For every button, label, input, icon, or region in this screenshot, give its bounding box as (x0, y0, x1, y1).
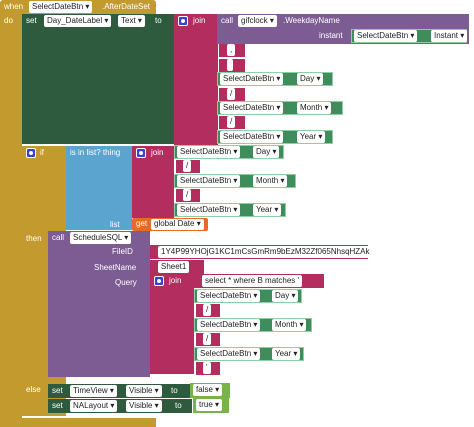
query-month-getter-property[interactable]: Month (272, 319, 307, 331)
instant-property-dropdown[interactable]: Instant (431, 30, 468, 42)
query-year-getter-component[interactable]: SelectDateBtn (197, 348, 261, 360)
query-text-value[interactable]: select * where B matches ' (202, 275, 303, 287)
if-year-getter-property[interactable]: Year (253, 204, 282, 216)
weekday-method-label: .WeekdayName (283, 16, 340, 25)
if-year-getter-component[interactable]: SelectDateBtn (177, 204, 241, 216)
day-getter-property[interactable]: Day (297, 73, 324, 85)
is-in-list-block[interactable] (66, 146, 132, 230)
nalayout-to-label: to (175, 401, 182, 410)
month-getter-property[interactable]: Month (297, 102, 332, 114)
instant-label: instant (319, 31, 343, 40)
query-text-slash-value-2[interactable]: / (203, 333, 212, 345)
event-component-dropdown[interactable]: SelectDateBtn (29, 1, 93, 13)
if-month-getter-property[interactable]: Month (253, 175, 288, 187)
text-space-value[interactable] (227, 59, 233, 71)
join-list-label: join (151, 148, 164, 157)
query-join-label: join (169, 276, 182, 285)
when-label: when (4, 2, 24, 11)
query-join-block[interactable] (150, 274, 194, 374)
nalayout-property-dropdown[interactable]: Visible (126, 400, 162, 412)
join-gear-icon[interactable] (178, 16, 188, 26)
call-sql-label: call (52, 233, 65, 242)
query-day-getter-component[interactable]: SelectDateBtn (197, 290, 261, 302)
join-block-list-thing[interactable] (132, 146, 174, 218)
year-getter-component[interactable]: SelectDateBtn (220, 131, 284, 143)
set-timeview-label: set (52, 386, 63, 395)
else-label: else (26, 385, 41, 394)
sheetname-text-value[interactable]: Sheet1 (158, 261, 190, 273)
nalayout-component-dropdown[interactable]: NALayout (70, 400, 118, 412)
if-text-slash-value-2[interactable]: / (183, 189, 192, 201)
timeview-component-dropdown[interactable]: TimeView (70, 385, 117, 397)
set-component-dropdown[interactable]: Day_DateLabel (44, 15, 112, 27)
query-join-gear-icon[interactable] (154, 276, 164, 286)
set-day-datelabel-block[interactable] (22, 14, 174, 144)
false-value-dropdown[interactable]: false (193, 384, 223, 396)
event-block-left-bar (0, 14, 22, 420)
if-month-getter-component[interactable]: SelectDateBtn (177, 175, 241, 187)
join-list-gear-icon[interactable] (136, 148, 146, 158)
if-day-getter-property[interactable]: Day (253, 146, 280, 158)
schedulesql-component-dropdown[interactable]: ScheduleSQL (70, 232, 132, 244)
query-month-getter-component[interactable]: SelectDateBtn (197, 319, 261, 331)
clock-component-dropdown[interactable]: gifclock (238, 15, 277, 27)
month-getter-component[interactable]: SelectDateBtn (220, 102, 284, 114)
query-label: Query (115, 278, 137, 287)
if-label: if (40, 148, 44, 157)
join-label: join (193, 16, 206, 25)
set-property-dropdown[interactable]: Text (118, 15, 145, 27)
call-schedulesql-block[interactable] (48, 231, 150, 377)
call-label: call (221, 16, 234, 25)
is-in-list-label: is in list? thing (70, 148, 121, 157)
timeview-property-dropdown[interactable]: Visible (126, 385, 162, 397)
query-day-getter-property[interactable]: Day (272, 290, 299, 302)
text-comma-value[interactable]: , (227, 44, 236, 56)
event-block-bottom (0, 418, 156, 427)
instant-component-dropdown[interactable]: SelectDateBtn (354, 30, 418, 42)
global-date-dropdown[interactable]: global Date (151, 219, 204, 230)
then-label: then (26, 234, 42, 243)
fileid-text-value[interactable]: 1Y4P99YHOjG1KC1mCsGmRm9bEzM32Zf065NhsqHZ… (158, 246, 373, 258)
sheetname-label: SheetName (94, 263, 137, 272)
timeview-to-label: to (171, 386, 178, 395)
true-value-dropdown[interactable]: true (196, 399, 223, 411)
if-day-getter-component[interactable]: SelectDateBtn (177, 146, 241, 158)
to-label: to (155, 16, 162, 25)
if-gear-icon[interactable] (26, 148, 36, 158)
text-slash-value-2[interactable]: / (227, 116, 236, 128)
set-label: set (26, 16, 37, 25)
year-getter-property[interactable]: Year (297, 131, 326, 143)
query-text-slash-value-1[interactable]: / (203, 304, 212, 316)
if-text-slash-value-1[interactable]: / (183, 160, 192, 172)
join-block-weekday[interactable] (174, 14, 218, 148)
query-text-quote-value[interactable]: ' (203, 362, 211, 374)
query-year-getter-property[interactable]: Year (272, 348, 301, 360)
set-nalayout-label: set (52, 401, 63, 410)
get-label: get (136, 219, 148, 228)
do-label: do (4, 16, 13, 25)
event-name-label: .AfterDateSet (102, 2, 151, 11)
fileid-label: FileID (112, 247, 133, 256)
text-slash-value-1[interactable]: / (227, 88, 236, 100)
day-getter-component[interactable]: SelectDateBtn (220, 73, 284, 85)
list-label: list (110, 220, 120, 229)
